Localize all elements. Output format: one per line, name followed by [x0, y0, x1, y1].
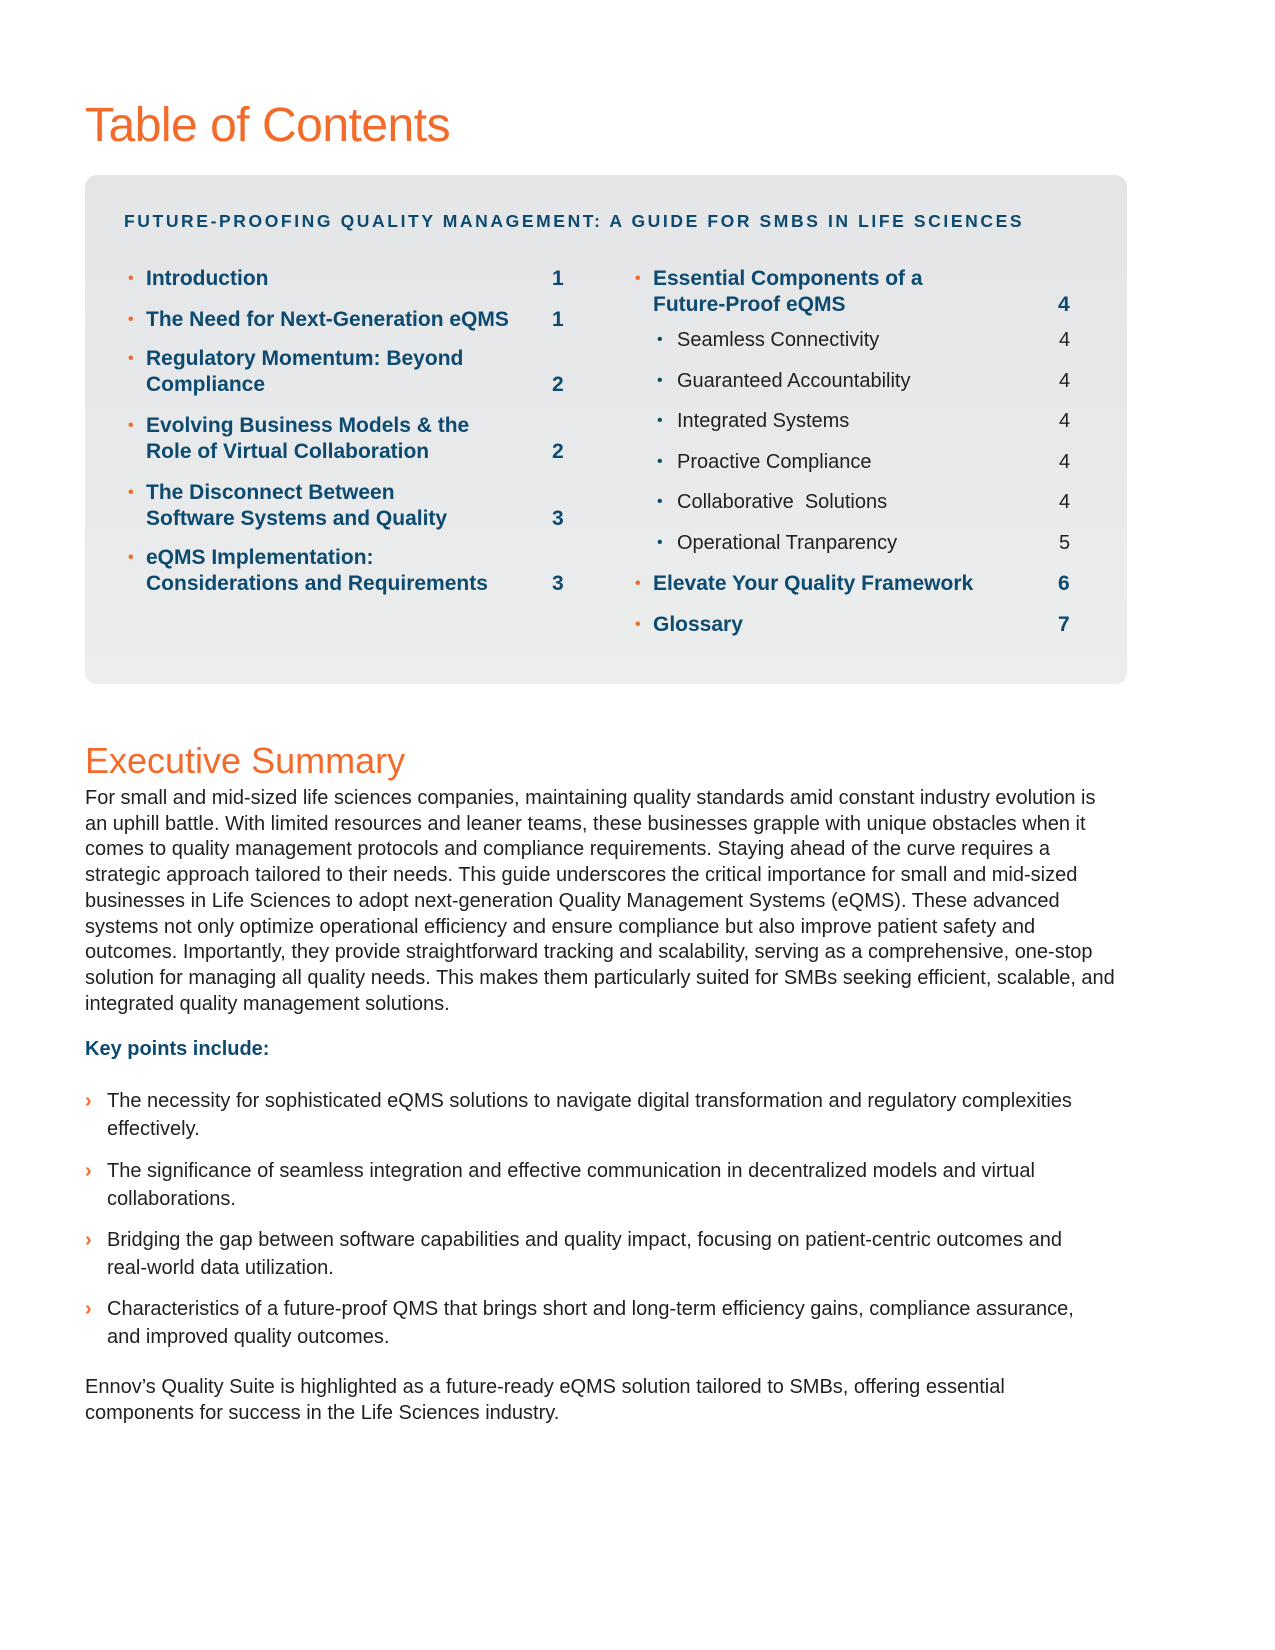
toc-item-label: Seamless Connectivity [677, 329, 880, 351]
bullet-icon: • [635, 270, 641, 287]
key-point-text: The necessity for sophisticated eQMS sol… [107, 1090, 1072, 1140]
key-point: › Bridging the gap between software capab… [85, 1226, 1097, 1282]
chevron-right-icon: › [85, 1090, 92, 1112]
key-point: › The necessity for sophisticated eQMS so… [85, 1087, 1097, 1143]
toc-item-label: Elevate Your Quality Framework [653, 572, 974, 595]
key-points-heading: Key points include: [85, 1038, 270, 1060]
bullet-icon: • [657, 534, 663, 551]
toc-item[interactable]: • eQMS Implementation: Considerations and… [128, 545, 564, 597]
toc-item-label: Regulatory Momentum: Beyond Compliance [146, 347, 464, 396]
toc-item[interactable]: • Elevate Your Quality Framework 6 [635, 571, 1070, 597]
toc-item[interactable]: • Introduction 1 [128, 266, 566, 292]
chevron-right-icon: › [85, 1229, 92, 1251]
toc-item-label: Evolving Business Models & the Role of V… [146, 414, 470, 463]
toc-page: 3 [552, 507, 564, 530]
toc-item[interactable]: • The Need for Next-Generation eQMS 1 [128, 307, 566, 333]
chevron-right-icon: › [85, 1298, 92, 1320]
bullet-icon: • [657, 331, 663, 348]
toc-item[interactable]: • Essential Components of a Future-Proof … [635, 266, 1070, 318]
toc-item-label: Essential Components of a Future-Proof e… [653, 267, 923, 316]
toc-page: 4 [1059, 329, 1071, 351]
bullet-icon: • [635, 616, 641, 633]
bullet-icon: • [657, 412, 663, 429]
toc-item-label: Guaranteed Accountability [677, 370, 911, 392]
section-heading: Executive Summary [85, 740, 406, 781]
bullet-icon: • [128, 417, 134, 434]
toc-subitem[interactable]: • Operational Tranparency 5 [657, 530, 1077, 556]
toc-item-label: The Need for Next-Generation eQMS [146, 308, 509, 331]
toc-subitem[interactable]: • Seamless Connectivity 4 [657, 327, 1077, 353]
toc-page: 7 [1058, 613, 1070, 636]
toc-page: 6 [1058, 572, 1070, 595]
key-point: › Characteristics of a future-proof QMS t… [85, 1295, 1097, 1351]
key-point-text: Bridging the gap between software capabi… [107, 1229, 1063, 1279]
toc-page: 1 [552, 308, 564, 331]
toc-page: 4 [1059, 370, 1071, 392]
toc-page: 5 [1059, 532, 1071, 554]
toc-item-label: Glossary [653, 613, 743, 636]
summary-paragraph: For small and mid-sized life sciences co… [85, 787, 1115, 1015]
bullet-icon: • [657, 493, 663, 510]
toc-page: 4 [1059, 451, 1071, 473]
toc-page: 1 [552, 267, 564, 290]
toc-page: 4 [1058, 293, 1070, 316]
bullet-icon: • [128, 311, 134, 328]
bullet-icon: • [128, 350, 134, 367]
toc-subitem[interactable]: • Collaborative Solutions 4 [657, 489, 1077, 515]
toc-page: 2 [552, 373, 564, 396]
toc-item-label: Integrated Systems [677, 410, 850, 432]
bullet-icon: • [635, 575, 641, 592]
toc-subitem[interactable]: • Guaranteed Accountability 4 [657, 368, 1077, 394]
toc-panel: FUTURE-PROOFING QUALITY MANAGEMENT: A GU… [85, 175, 1127, 684]
key-point-text: Characteristics of a future-proof QMS th… [107, 1298, 1074, 1348]
toc-item-label: eQMS Implementation: Considerations and … [146, 546, 488, 595]
toc-page: 2 [552, 440, 564, 463]
toc-page: 3 [552, 572, 564, 595]
bullet-icon: • [128, 270, 134, 287]
toc-item-label: Introduction [146, 267, 269, 290]
toc-item[interactable]: • Glossary 7 [635, 612, 1070, 638]
key-point: › The significance of seamless integratio… [85, 1157, 1097, 1213]
bullet-icon: • [657, 453, 663, 470]
closing-paragraph: Ennov’s Quality Suite is highlighted as … [85, 1376, 1005, 1424]
bullet-icon: • [128, 484, 134, 501]
page-title: Table of Contents [85, 99, 451, 152]
toc-item[interactable]: • Evolving Business Models & the Role of … [128, 413, 564, 465]
toc-item-label: The Disconnect Between Software Systems … [146, 481, 448, 530]
toc-heading: FUTURE-PROOFING QUALITY MANAGEMENT: A GU… [124, 211, 1025, 231]
toc-page: 4 [1059, 491, 1071, 513]
toc-subitem[interactable]: • Proactive Compliance 4 [657, 449, 1077, 475]
bullet-icon: • [657, 372, 663, 389]
toc-item-label: Operational Tranparency [677, 532, 898, 554]
bullet-icon: • [128, 549, 134, 566]
toc-item-label: Proactive Compliance [677, 451, 872, 473]
toc-item[interactable]: • Regulatory Momentum: Beyond Compliance 2 [128, 346, 564, 398]
toc-page: 4 [1059, 410, 1071, 432]
chevron-right-icon: › [85, 1160, 92, 1182]
key-point-text: The significance of seamless integration… [107, 1160, 1035, 1210]
toc-subitem[interactable]: • Integrated Systems 4 [657, 408, 1077, 434]
toc-item[interactable]: • The Disconnect Between Software Systems… [128, 480, 564, 532]
toc-item-label: Collaborative Solutions [677, 491, 888, 513]
